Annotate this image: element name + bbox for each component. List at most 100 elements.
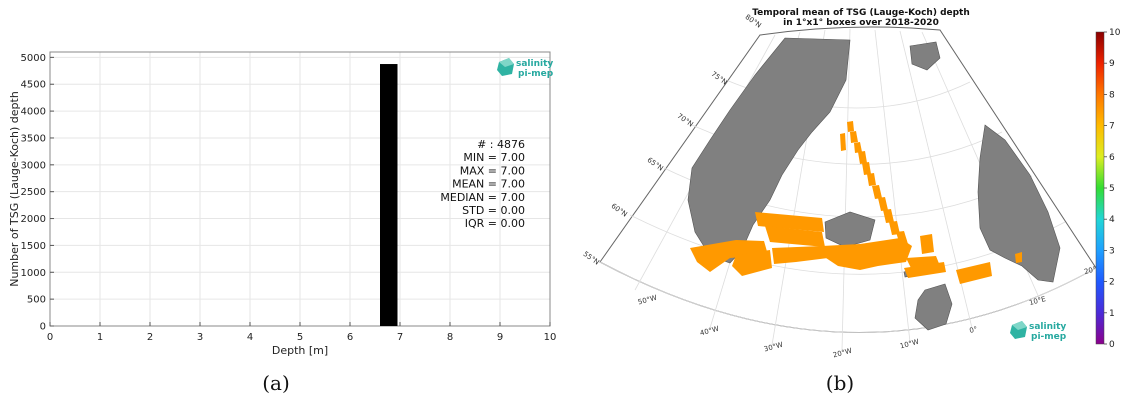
data-cell	[889, 221, 900, 235]
colorbar-tick-label: 7	[1109, 122, 1115, 132]
x-tick-label: 0	[47, 332, 53, 343]
map-title-line1: Temporal mean of TSG (Lauge-Koch) depth	[752, 8, 970, 18]
x-tick-label: 6	[347, 332, 353, 343]
lat-label: 55°N	[582, 250, 601, 267]
x-axis-label: Depth [m]	[272, 344, 328, 357]
data-cell	[847, 121, 854, 132]
data-cell	[854, 142, 862, 153]
map-logo-cube-face-icon	[1012, 321, 1027, 330]
data-cell	[822, 238, 912, 270]
data-cell	[690, 240, 768, 272]
lon-label: 20°W	[832, 347, 853, 360]
y-tick-label: 1500	[21, 241, 46, 252]
logo-text-pimep: pi-mep	[518, 69, 554, 79]
y-axis-ticks: 0 500 1000 1500 2000 2500 3000 3500 4000 4500 5000	[21, 53, 54, 333]
data-cell	[862, 162, 871, 175]
x-tick-label: 5	[297, 332, 303, 343]
data-cell	[920, 234, 934, 254]
iceland-landmass	[824, 211, 876, 248]
x-tick-label: 4	[247, 332, 253, 343]
colorbar-tick-label: 4	[1109, 215, 1115, 225]
data-cell	[904, 262, 946, 278]
data-cell	[858, 151, 867, 164]
panel-label-a: (a)	[262, 371, 290, 395]
x-axis-ticks: 0 1 2 3 4 5 6 7 8 9 10	[47, 322, 557, 343]
stat-line: MIN = 7.00	[463, 151, 525, 164]
colorbar-tick-label: 5	[1109, 184, 1115, 194]
lon-label: 40°W	[699, 325, 720, 338]
salinity-pimep-logo: salinity pi-mep	[497, 58, 554, 79]
y-tick-label: 500	[27, 295, 46, 306]
data-cell	[872, 185, 882, 199]
y-tick-label: 3500	[21, 133, 46, 144]
y-tick-label: 2500	[21, 187, 46, 198]
map-logo-text-salinity: salinity	[1029, 322, 1066, 332]
x-tick-label: 9	[497, 332, 503, 343]
x-tick-label: 8	[447, 332, 453, 343]
colorbar	[1095, 31, 1105, 345]
graticule-lon-20w	[841, 28, 851, 351]
lon-label: 30°W	[763, 341, 784, 354]
data-cell	[840, 133, 846, 151]
y-tick-label: 0	[40, 322, 46, 333]
norway-landmass	[977, 124, 1061, 283]
data-cell	[765, 226, 825, 247]
panel-label-b: (b)	[826, 371, 854, 395]
colorbar-tick-label: 9	[1109, 59, 1115, 69]
map-salinity-pimep-logo: salinity pi-mep	[1010, 321, 1067, 342]
land-masses	[687, 37, 1061, 331]
y-axis-label: Number of TSG (Lauge-Koch) depth	[8, 91, 21, 287]
stat-line: # : 4876	[477, 138, 525, 151]
lat-label: 70°N	[676, 112, 695, 129]
y-tick-label: 4500	[21, 80, 46, 91]
data-cell	[772, 246, 828, 264]
colorbar-tick-label: 3	[1109, 246, 1115, 256]
data-cell	[867, 173, 876, 186]
data-cell	[850, 131, 858, 143]
map-panel: Temporal mean of TSG (Lauge-Koch) depth …	[582, 8, 1121, 395]
histogram-bar	[380, 64, 398, 326]
x-tick-label: 2	[147, 332, 153, 343]
colorbar-tick-label: 8	[1109, 90, 1115, 100]
logo-cube-face-icon	[499, 58, 514, 67]
data-cell	[1015, 252, 1022, 263]
map-data-cells	[690, 121, 1022, 284]
graticule-lat-55	[599, 261, 1097, 333]
y-tick-label: 5000	[21, 53, 46, 64]
stat-line: IQR = 0.00	[465, 217, 525, 230]
x-tick-label: 7	[397, 332, 403, 343]
logo-text-salinity: salinity	[516, 59, 553, 69]
colorbar-tick-label: 2	[1109, 278, 1115, 288]
svalbard-landmass	[909, 41, 941, 71]
stat-line: STD = 0.00	[462, 204, 525, 217]
data-cell	[956, 262, 992, 284]
lat-label: 75°N	[710, 70, 729, 87]
lat-label: 60°N	[610, 202, 629, 219]
colorbar-tick-label: 0	[1109, 340, 1115, 350]
y-tick-label: 4000	[21, 107, 46, 118]
colorbar-tick-label: 6	[1109, 153, 1115, 163]
y-tick-label: 1000	[21, 268, 46, 279]
map-logo-text-pimep: pi-mep	[1031, 332, 1067, 342]
lon-label: 10°W	[899, 338, 920, 351]
lon-label: 50°W	[637, 294, 658, 307]
map-title-line2: in 1°x1° boxes over 2018-2020	[783, 18, 939, 28]
y-tick-label: 3000	[21, 160, 46, 171]
graticule-lon-10w	[874, 29, 911, 343]
colorbar-tick-label: 1	[1109, 309, 1115, 319]
histogram-bars	[380, 64, 398, 326]
lon-label: 0°	[969, 325, 979, 335]
data-cell	[878, 197, 888, 211]
data-cell	[883, 209, 894, 223]
x-tick-label: 10	[544, 332, 557, 343]
data-cell	[732, 250, 772, 276]
y-tick-label: 2000	[21, 214, 46, 225]
stat-line: MEDIAN = 7.00	[440, 191, 525, 204]
british-isles-landmass	[914, 283, 953, 331]
colorbar-ticks: 0 1 2 3 4 5 6 7 8 9 10	[1104, 28, 1121, 350]
lat-label: 65°N	[646, 156, 665, 173]
stat-line: MAX = 7.00	[460, 164, 525, 177]
data-cell	[896, 231, 908, 245]
colorbar-tick-label: 10	[1109, 28, 1121, 38]
